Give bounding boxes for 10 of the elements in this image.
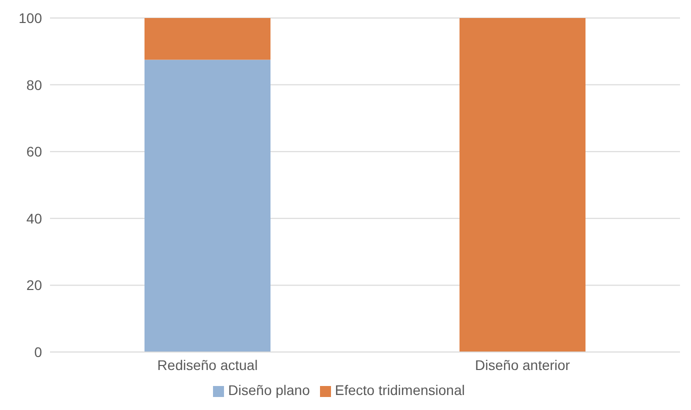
y-tick-label: 80 [26,76,42,93]
x-tick-label: Rediseño actual [157,356,258,373]
y-tick-label: 100 [18,10,42,26]
legend-label: Diseño plano [228,382,310,398]
y-tick-label: 0 [34,344,42,360]
y-tick-label: 20 [26,277,42,294]
y-tick-label: 40 [26,210,42,226]
y-tick-label: 60 [26,144,42,160]
x-tick-label: Diseño anterior [475,356,570,373]
legend-label: Efecto tridimensional [334,382,465,398]
